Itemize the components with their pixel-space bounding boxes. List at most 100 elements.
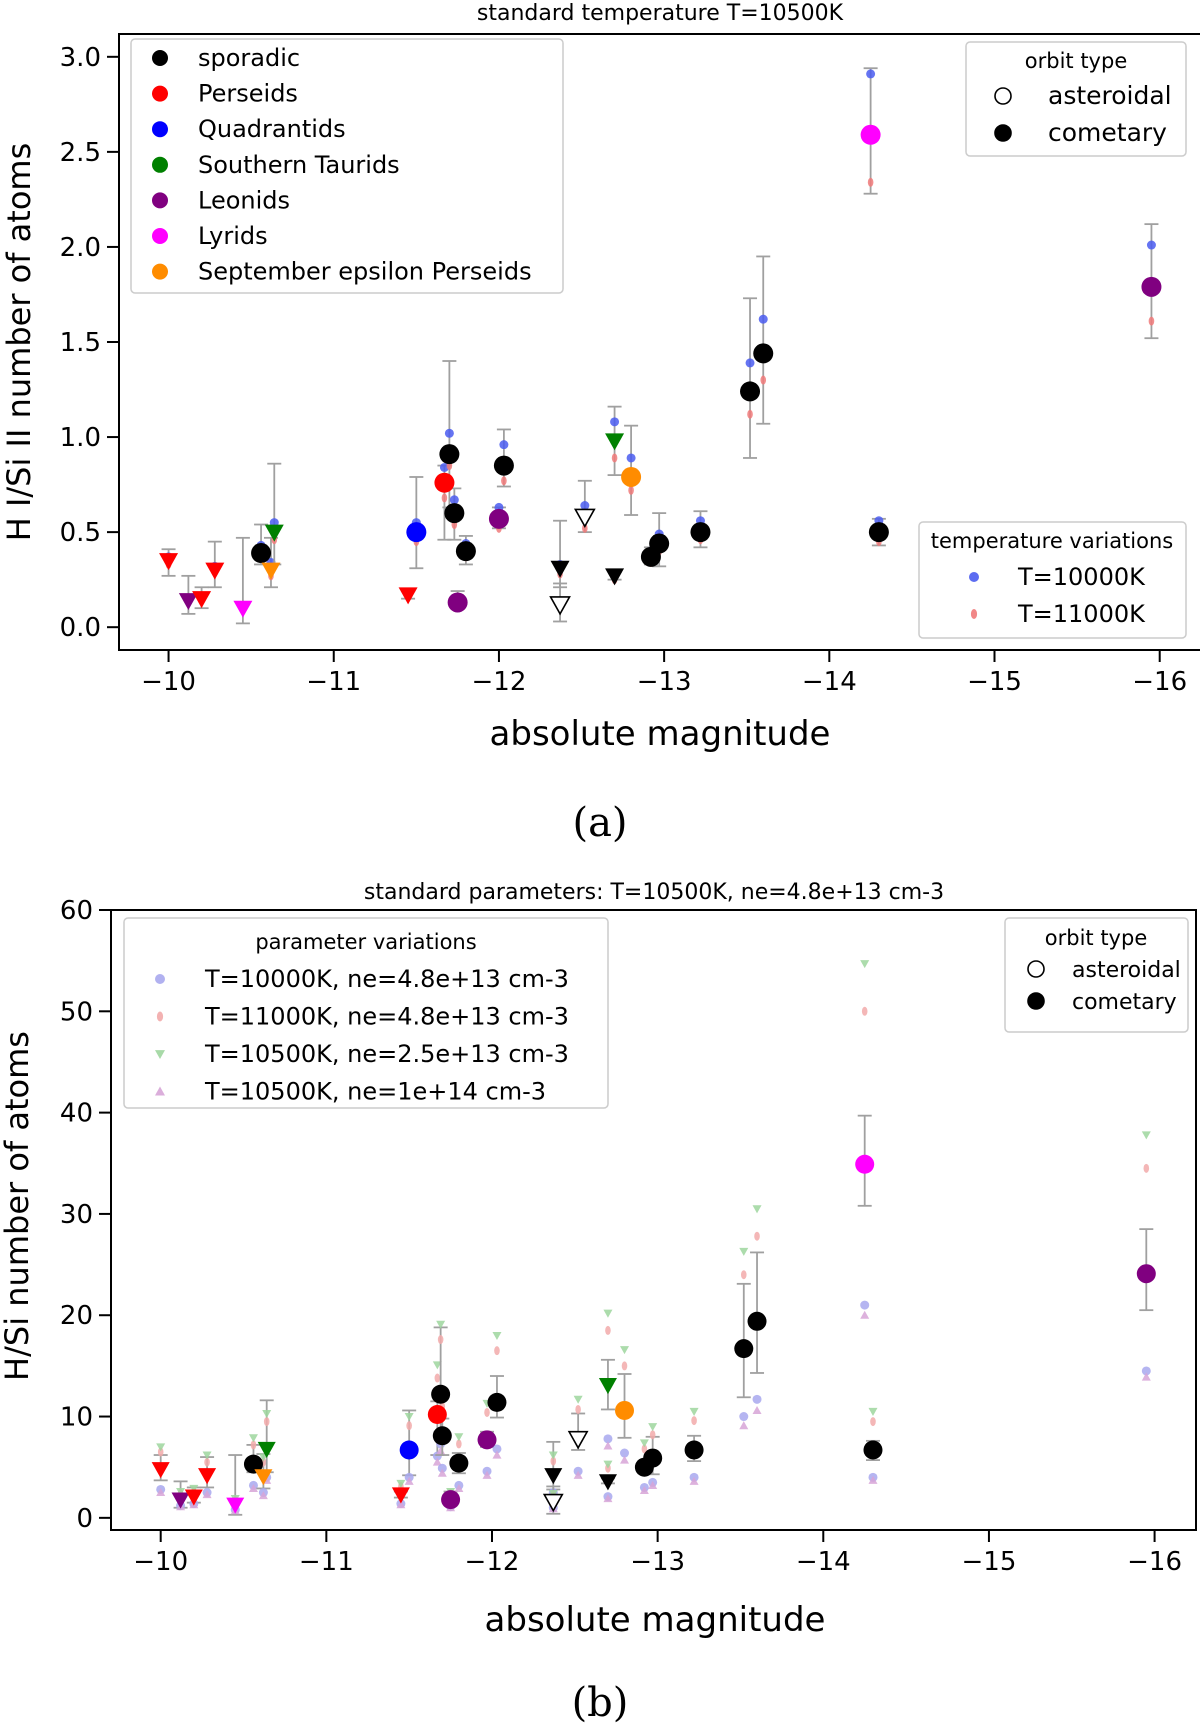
variation-point xyxy=(156,1488,166,1497)
data-point xyxy=(441,1490,461,1510)
variation-point xyxy=(641,1444,648,1454)
variation-point xyxy=(626,453,636,463)
chart-b-ylabel: H/Si number of atoms xyxy=(0,1031,36,1381)
y-tick-label: 2.0 xyxy=(60,233,101,263)
legend-marker xyxy=(1027,960,1045,978)
variation-point xyxy=(621,1361,628,1371)
variation-point xyxy=(648,1480,658,1489)
data-point xyxy=(399,1440,419,1460)
y-tick-label: 40 xyxy=(60,1099,93,1129)
legend-marker xyxy=(152,85,168,102)
x-tick-label: −12 xyxy=(472,667,527,697)
y-tick-label: 0 xyxy=(76,1504,93,1534)
y-tick-label: 0.5 xyxy=(60,518,101,548)
y-tick-label: 10 xyxy=(60,1403,93,1433)
y-tick-label: 60 xyxy=(60,896,93,926)
data-point xyxy=(860,124,881,145)
data-point xyxy=(432,1426,452,1446)
variation-point xyxy=(434,1373,441,1383)
variation-point xyxy=(492,1450,502,1459)
variation-point xyxy=(432,1457,442,1466)
variation-point xyxy=(258,1491,268,1500)
data-point xyxy=(171,1492,190,1509)
data-point xyxy=(431,1384,451,1404)
y-tick-label: 1.0 xyxy=(60,423,101,453)
variation-point xyxy=(202,1451,212,1460)
data-point xyxy=(598,1378,617,1395)
variation-point xyxy=(492,1331,502,1340)
variation-point xyxy=(263,1417,270,1427)
chart-a-variation-legend: temperature variations T=10000K T=11000K xyxy=(918,521,1187,639)
x-tick-label: −14 xyxy=(802,667,857,697)
orbit-legend-title: orbit type xyxy=(1025,49,1127,73)
legend-marker xyxy=(152,50,168,66)
variation-point xyxy=(620,1455,630,1464)
x-tick-label: −12 xyxy=(465,1547,520,1577)
legend-marker xyxy=(152,121,168,138)
variation-point xyxy=(456,1439,462,1449)
data-point xyxy=(226,1497,245,1514)
data-point xyxy=(542,1493,564,1513)
data-point xyxy=(868,522,889,543)
data-point xyxy=(544,1468,563,1485)
variation-point xyxy=(1141,1366,1151,1376)
variation-point xyxy=(611,453,618,463)
variation-point xyxy=(620,1346,630,1355)
variation-point xyxy=(860,1310,870,1319)
legend-marker xyxy=(152,192,168,209)
data-point xyxy=(243,1454,263,1474)
variation-point xyxy=(1148,316,1155,326)
variation-point xyxy=(752,1205,762,1214)
legend-marker xyxy=(156,1011,164,1022)
chart-panel-b: standard parameters: T=10500K, ne=4.8e+1… xyxy=(0,866,1200,1666)
data-point xyxy=(863,1440,883,1460)
variation-point xyxy=(404,1476,414,1485)
legend-label: Lyrids xyxy=(198,222,268,250)
chart-b-xlabel: absolute magnitude xyxy=(485,1600,826,1640)
variation-point xyxy=(860,1300,870,1310)
variation-point xyxy=(739,1412,749,1422)
legend-marker xyxy=(155,974,165,984)
chart-a-xlabel: absolute magnitude xyxy=(490,714,831,754)
data-point xyxy=(192,591,212,609)
data-point xyxy=(398,587,418,605)
legend-label: T=10500K, ne=1e+14 cm-3 xyxy=(204,1078,546,1106)
chart-a-title: standard temperature T=10500K xyxy=(477,1,844,26)
legend-label: asteroidal xyxy=(1048,81,1172,110)
variation-point xyxy=(501,476,507,486)
variation-point xyxy=(745,358,755,368)
x-tick-label: −13 xyxy=(637,667,692,697)
data-point xyxy=(488,508,509,529)
variation-point xyxy=(861,1006,868,1016)
y-tick-label: 30 xyxy=(60,1200,93,1230)
legend-marker xyxy=(155,1050,165,1059)
variation-point xyxy=(404,1412,414,1422)
data-point xyxy=(643,1448,663,1468)
chart-b-svg: standard parameters: T=10500K, ne=4.8e+1… xyxy=(0,880,1197,1640)
variation-point xyxy=(639,1439,649,1448)
variation-point xyxy=(747,409,753,419)
variation-point xyxy=(157,1447,164,1457)
variation-point xyxy=(548,1451,558,1460)
variation-legend-title: temperature variations xyxy=(931,529,1173,553)
legend-label: Southern Taurids xyxy=(198,151,400,179)
variation-point xyxy=(189,1484,199,1493)
variation-point xyxy=(396,1500,406,1509)
variation-point xyxy=(396,1479,406,1488)
variation-point xyxy=(262,1409,272,1418)
variation-point xyxy=(499,440,509,450)
legend-label: T=11000K, ne=4.8e+13 cm-3 xyxy=(204,1003,569,1031)
data-point xyxy=(444,503,465,524)
legend-label: September epsilon Perseids xyxy=(198,258,532,286)
data-point xyxy=(1141,276,1162,297)
variation-point xyxy=(860,960,870,969)
variation-point xyxy=(867,177,874,187)
x-tick-label: −11 xyxy=(306,667,361,697)
variation-point xyxy=(758,314,768,324)
data-point xyxy=(159,553,179,571)
chart-panel-a: standard temperature T=10500K absolute m… xyxy=(0,0,1200,780)
data-point xyxy=(605,568,625,586)
x-tick-label: −16 xyxy=(1132,667,1187,697)
orbit-legend-title: orbit type xyxy=(1045,926,1147,950)
data-point xyxy=(550,560,570,578)
